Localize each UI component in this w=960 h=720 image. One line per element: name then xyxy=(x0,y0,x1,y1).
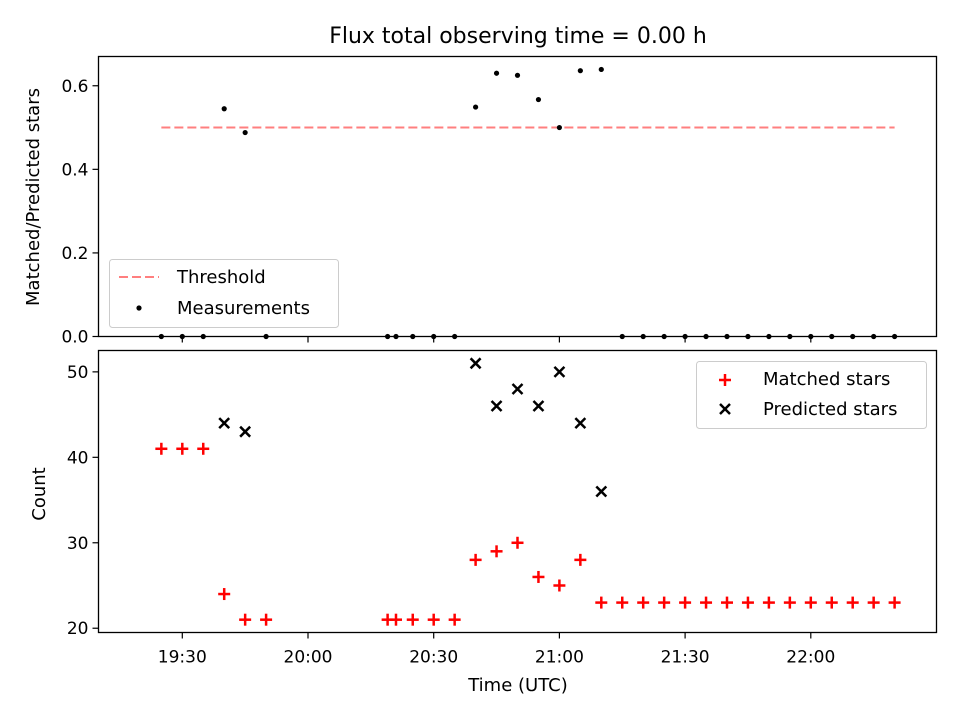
x-tick-label: 20:30 xyxy=(409,648,458,668)
bottom-y-ticks: 20 30 40 50 xyxy=(67,363,99,639)
top-y-tick-label: 0.2 xyxy=(61,244,88,264)
predicted-star-point xyxy=(553,365,566,378)
matched-star-point xyxy=(260,613,273,626)
matched-star-point xyxy=(176,442,189,455)
measurement-point xyxy=(473,104,479,110)
matched-star-point xyxy=(448,613,461,626)
measurement-point xyxy=(221,106,227,112)
legend-matched-label: Matched stars xyxy=(763,369,890,390)
bottom-y-tick-label: 50 xyxy=(67,363,89,383)
matched-star-point xyxy=(389,613,402,626)
matched-star-point xyxy=(846,596,859,609)
legend-measurements-swatch xyxy=(136,305,142,311)
figure-title: Flux total observing time = 0.00 h xyxy=(329,24,707,49)
top-panel: 0.0 0.2 0.4 0.6 Matched/Predicted stars Thr… xyxy=(23,55,938,348)
measurement-point xyxy=(514,72,521,78)
legend-threshold-label: Threshold xyxy=(176,267,266,288)
legend-predicted-swatch xyxy=(719,403,731,415)
top-y-axis-label: Matched/Predicted stars xyxy=(23,88,44,306)
x-tick-label: 20:00 xyxy=(284,648,333,668)
top-legend: Threshold Measurements xyxy=(109,259,339,328)
x-axis-label: Time (UTC) xyxy=(467,675,568,696)
matched-star-point xyxy=(218,588,231,601)
top-y-ticks: 0.0 0.2 0.4 0.6 xyxy=(61,77,99,348)
predicted-star-point xyxy=(595,485,608,498)
top-y-tick-label: 0.6 xyxy=(61,77,88,97)
x-tick-label: 19:30 xyxy=(158,648,207,668)
bottom-y-tick-label: 30 xyxy=(67,534,89,554)
predicted-star-point xyxy=(239,425,252,438)
matched-star-point xyxy=(741,596,754,609)
matched-star-point xyxy=(888,596,901,609)
matched-star-point xyxy=(197,442,210,455)
measurement-point xyxy=(535,96,542,103)
predicted-star-point xyxy=(218,417,231,430)
matched-star-point xyxy=(595,596,608,609)
matched-star-point xyxy=(406,613,419,626)
predicted-star-point xyxy=(469,357,482,370)
legend-matched-swatch xyxy=(719,374,731,386)
matched-star-point xyxy=(658,596,671,609)
matched-star-point xyxy=(553,579,566,592)
matched-star-point xyxy=(804,596,817,609)
matched-star-point xyxy=(511,536,524,549)
matched-star-point xyxy=(783,596,796,609)
matched-star-point xyxy=(469,553,482,566)
x-tick-label: 21:30 xyxy=(661,648,710,668)
measurement-point xyxy=(598,66,604,73)
bottom-y-tick-label: 40 xyxy=(67,448,89,468)
matched-star-point xyxy=(616,596,629,609)
top-axes-frame xyxy=(97,55,938,338)
matched-star-point xyxy=(155,442,168,455)
predicted-star-point xyxy=(511,383,524,395)
measurement-point xyxy=(577,68,583,74)
legend-measurements-label: Measurements xyxy=(177,298,310,319)
matched-star-point xyxy=(574,553,587,566)
matched-star-point xyxy=(427,613,440,626)
x-tick-label: 21:00 xyxy=(535,648,584,668)
bottom-y-tick-label: 20 xyxy=(67,619,89,639)
top-y-tick-label: 0.0 xyxy=(61,328,88,348)
legend-predicted-label: Predicted stars xyxy=(763,399,897,420)
predicted-star-point xyxy=(532,400,545,412)
matched-star-point xyxy=(532,570,545,583)
top-legend-box xyxy=(109,259,339,328)
matched-star-point xyxy=(637,596,650,609)
measurement-point xyxy=(242,129,248,136)
top-y-tick-label: 0.4 xyxy=(61,160,88,180)
bottom-axes-frame xyxy=(97,349,938,634)
bottom-x-ticks: 19:30 20:00 20:30 21:00 21:30 22:00 xyxy=(158,632,835,668)
matched-star-point xyxy=(721,596,733,609)
matched-star-point xyxy=(679,596,692,609)
matched-star-point xyxy=(700,596,713,609)
matched-star-point xyxy=(490,545,503,558)
top-x-ticks xyxy=(181,336,812,343)
bottom-marks xyxy=(155,357,901,626)
measurement-point xyxy=(493,70,500,76)
matched-star-point xyxy=(825,596,838,609)
predicted-star-point xyxy=(490,400,503,412)
bottom-legend-box xyxy=(696,361,927,429)
x-tick-label: 22:00 xyxy=(786,648,835,668)
measurement-point xyxy=(556,124,563,131)
predicted-star-point xyxy=(574,417,587,430)
matched-star-point xyxy=(762,596,775,609)
bottom-legend: Matched stars Predicted stars xyxy=(696,361,927,429)
matched-star-point xyxy=(867,596,880,609)
matched-star-point xyxy=(239,613,252,626)
bottom-y-axis-label: Count xyxy=(29,467,50,520)
